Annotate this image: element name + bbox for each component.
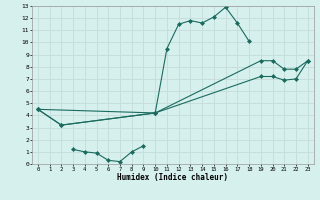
X-axis label: Humidex (Indice chaleur): Humidex (Indice chaleur) [117, 173, 228, 182]
